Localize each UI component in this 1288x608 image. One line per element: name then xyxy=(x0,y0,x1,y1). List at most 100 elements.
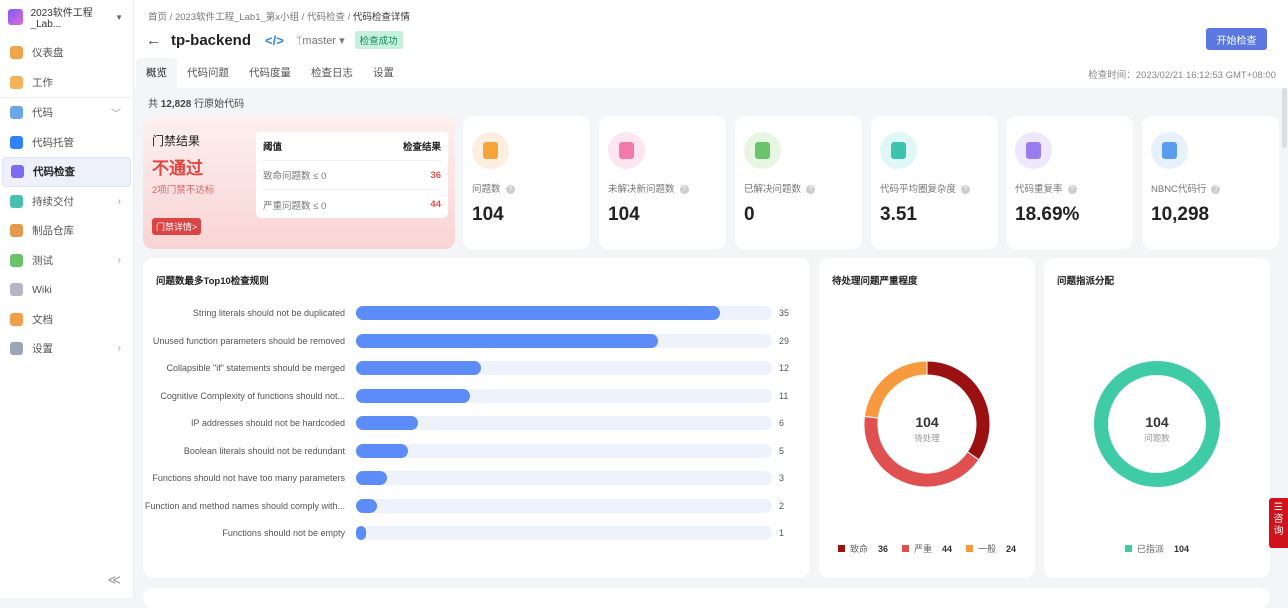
sidebar-item[interactable]: 持续交付 › xyxy=(0,187,133,217)
project-switcher[interactable]: 2023软件工程_Lab... ▼ xyxy=(0,0,133,34)
sidebar-item-label: 代码托管 xyxy=(32,136,74,149)
legend-value: 36 xyxy=(877,543,888,554)
nav-icon xyxy=(10,342,23,356)
bar[interactable] xyxy=(356,333,658,348)
metric-card: 已解决问题数? 0 xyxy=(735,116,862,249)
sidebar-item-label: 代码检查 xyxy=(33,166,75,179)
bar[interactable] xyxy=(356,388,471,403)
legend-item[interactable]: 严重 44 xyxy=(901,542,953,555)
sidebar-item[interactable]: 文档 xyxy=(0,305,133,335)
sidebar-item[interactable]: 制品仓库 xyxy=(0,216,133,246)
sidebar-item[interactable]: Wiki xyxy=(0,275,133,305)
bar-value: 1 xyxy=(779,528,785,538)
bar-value: 35 xyxy=(779,308,790,318)
sidebar-item[interactable]: 设置 › xyxy=(0,334,133,364)
caret-down-icon: ▼ xyxy=(115,12,123,22)
legend-item[interactable]: 一般 24 xyxy=(966,542,1016,555)
sidebar-item-label: 仪表盘 xyxy=(32,47,64,60)
donut-center-label: 问题数 xyxy=(1144,433,1170,443)
help-icon[interactable]: ? xyxy=(806,184,816,194)
sidebar-item[interactable]: 代码检查 xyxy=(2,157,131,187)
sidebar-item[interactable]: 工作 xyxy=(0,68,133,98)
scrollbar[interactable] xyxy=(1282,88,1287,148)
bar-row: Unused function parameters should be rem… xyxy=(143,333,803,348)
legend-item[interactable]: 已指派 104 xyxy=(1124,542,1190,555)
breadcrumb-home[interactable]: 首页 xyxy=(148,12,168,23)
metric-label: 问题数? xyxy=(472,181,515,195)
bar-track xyxy=(356,306,772,320)
bar[interactable] xyxy=(356,471,388,485)
metric-value: 18.69% xyxy=(1015,204,1080,225)
nav-icon xyxy=(10,46,23,60)
tab[interactable]: 代码问题 xyxy=(187,67,229,79)
donut-slice-致命[interactable] xyxy=(926,360,991,461)
sidebar-item-label: 制品仓库 xyxy=(32,225,74,238)
legend-value: 44 xyxy=(942,543,953,554)
loc-summary: 共 12,828 行原始代码 xyxy=(148,99,245,110)
bar[interactable] xyxy=(356,443,408,458)
donut-center-label: 待处理 xyxy=(914,433,940,443)
donut-slice-已指派[interactable] xyxy=(1094,361,1220,487)
repo-link-icon[interactable]: </> xyxy=(265,32,284,48)
sidebar-item-label: 代码 xyxy=(32,107,53,120)
donut-slice-一般[interactable] xyxy=(863,360,928,419)
page-header: 首页 / 2023软件工程_Lab1_第x小组 / 代码检查 / 代码检查详情 … xyxy=(134,0,1288,88)
bar-row: Functions should not be empty 1 xyxy=(143,526,803,540)
sidebar-item-label: 测试 xyxy=(32,254,53,267)
gate-title: 门禁结果 xyxy=(152,134,201,148)
sidebar-item[interactable]: 仪表盘 xyxy=(0,38,133,68)
help-icon[interactable]: ? xyxy=(1067,184,1077,194)
bar[interactable] xyxy=(356,306,720,320)
legend-item[interactable]: 致命 36 xyxy=(837,542,888,555)
bar[interactable] xyxy=(356,361,481,375)
tab[interactable]: 概览 xyxy=(136,58,177,88)
col-result: 检查结果 xyxy=(402,142,441,153)
gate-row: 严重问题数 ≤ 0 44 xyxy=(263,199,441,212)
breadcrumb-project[interactable]: 2023软件工程_Lab1_第x小组 xyxy=(174,12,300,23)
help-icon[interactable]: ? xyxy=(505,184,515,194)
bar[interactable] xyxy=(356,416,419,430)
breadcrumb-current: 代码检查详情 xyxy=(352,12,410,23)
gate-detail-button[interactable]: 门禁详情> xyxy=(152,218,202,235)
bar-label: Functions should not be empty xyxy=(222,528,345,538)
help-icon[interactable]: ? xyxy=(679,184,689,194)
tab[interactable]: 代码度量 xyxy=(249,67,291,79)
legend-value: 104 xyxy=(1173,543,1190,554)
metric-label: 代码平均圈复杂度? xyxy=(880,181,971,195)
metric-value: 10,298 xyxy=(1151,204,1210,225)
metric-card: NBNC代码行? 10,298 xyxy=(1142,116,1279,249)
sidebar-item[interactable]: 代码托管 xyxy=(0,128,133,158)
nav-icon xyxy=(11,165,24,179)
help-icon[interactable]: ? xyxy=(961,184,971,194)
bar-label: Cognitive Complexity of functions should… xyxy=(160,390,345,401)
help-icon[interactable]: ? xyxy=(1211,184,1221,194)
breadcrumb-code-check[interactable]: 代码检查 xyxy=(306,12,345,23)
branch-select[interactable]: ᛘmaster ▾ xyxy=(295,34,345,47)
sidebar-item[interactable]: 代码 ﹀ xyxy=(0,98,133,128)
metric-card: 未解决新问题数? 104 xyxy=(599,116,726,249)
bar-track xyxy=(356,526,772,540)
gate-table: 阈值 检查结果 致命问题数 ≤ 0 36 严重问题数 ≤ 0 44 xyxy=(256,132,448,218)
legend-swatch xyxy=(966,545,974,552)
bar-row: Functions should not have too many param… xyxy=(143,471,803,485)
gate-sub: 2项门禁不达标 xyxy=(152,185,215,196)
assign-panel: 问题指派分配 104 问题数 已指派 104 xyxy=(1044,258,1270,578)
consult-button[interactable]: ☰ 咨询 xyxy=(1269,498,1288,548)
metric-card: 问题数? 104 xyxy=(463,116,590,249)
collapse-sidebar-icon[interactable]: ≪ xyxy=(107,572,121,587)
project-logo xyxy=(8,9,23,25)
gate-row: 致命问题数 ≤ 0 36 xyxy=(263,161,441,190)
nav-icon xyxy=(10,75,23,89)
tab[interactable]: 检查日志 xyxy=(311,67,353,79)
bar[interactable] xyxy=(356,498,377,513)
bar-value: 3 xyxy=(779,473,785,483)
sidebar-item[interactable]: 测试 › xyxy=(0,246,133,276)
metric-icon xyxy=(1015,132,1052,169)
bottom-card xyxy=(143,588,1270,608)
tab[interactable]: 设置 xyxy=(373,67,394,79)
back-arrow-icon[interactable]: ← xyxy=(146,31,161,49)
panel-title: 问题数最多Top10检查规则 xyxy=(156,276,269,287)
bar-track xyxy=(356,333,772,348)
start-check-button[interactable]: 开始检查 xyxy=(1206,28,1267,50)
bar[interactable] xyxy=(356,526,367,540)
